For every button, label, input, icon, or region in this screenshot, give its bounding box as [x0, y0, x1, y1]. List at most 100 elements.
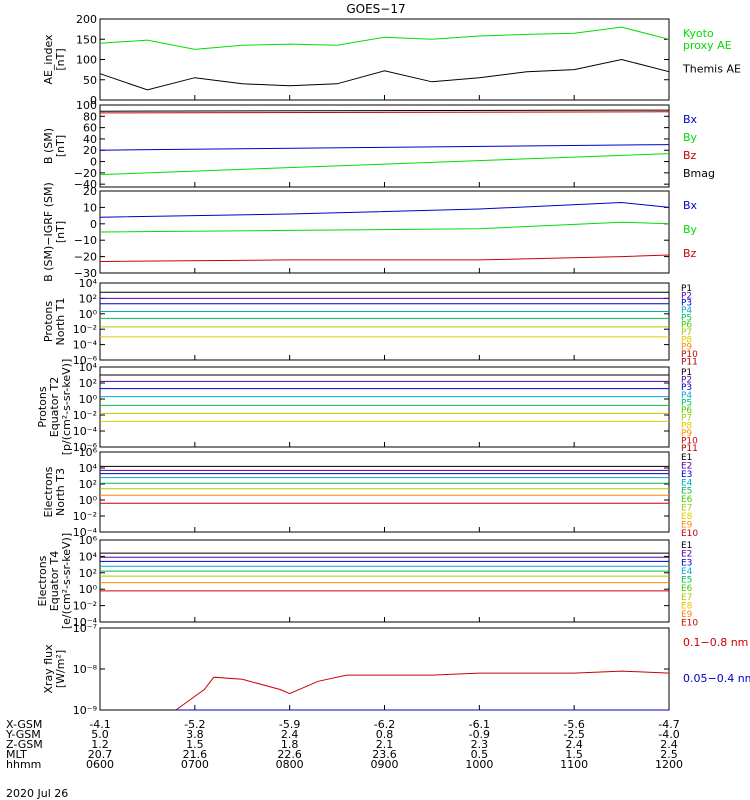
channel-label: P8	[681, 335, 692, 345]
legend-entry: Bz	[683, 247, 697, 260]
y-tick-label: 10⁴	[79, 361, 98, 374]
channel-label: P2	[681, 291, 692, 301]
series-line	[99, 109, 670, 112]
ephemeris-value: -2.5	[563, 728, 584, 741]
legend-entry: By	[683, 131, 698, 144]
ephemeris-value: 1000	[465, 758, 493, 771]
y-axis-label: Electrons	[42, 466, 55, 517]
legend-entry: Kyoto	[683, 27, 714, 40]
y-tick-label: 10²	[79, 377, 97, 390]
y-tick-label: 200	[76, 13, 97, 26]
y-axis-label: Protons	[42, 301, 55, 342]
y-axis-label: Electrons	[36, 555, 49, 606]
channel-label: E3	[681, 558, 692, 568]
channel-label: P5	[681, 313, 692, 323]
y-tick-label: 100	[76, 99, 97, 112]
panel-3: −30 −20 −10 0 10 20 B (SM)−IGRF (SM) [nT] Bx By Bz	[42, 182, 698, 282]
legend-entry: proxy AE	[683, 39, 732, 52]
y-axis-label: B (SM)	[42, 128, 55, 164]
y-axis-label: B (SM)−IGRF (SM)	[42, 182, 55, 282]
y-tick-label: 50	[83, 74, 97, 87]
y-tick-label: 10⁰	[79, 308, 98, 321]
panel-frame	[99, 627, 670, 711]
y-axis-label: [W/m²]	[54, 650, 67, 688]
y-tick-label: 10²	[79, 478, 97, 491]
channel-label: E3	[681, 470, 692, 480]
y-tick-label: −20	[74, 251, 97, 264]
y-tick-label: 10⁻⁷	[73, 622, 97, 635]
y-tick-label: 10⁴	[79, 277, 98, 290]
channel-label: P2	[681, 376, 692, 386]
y-tick-label: 10⁻⁹	[73, 704, 97, 717]
ephemeris-row-label: hhmm	[6, 758, 41, 771]
series-line	[99, 201, 670, 218]
y-axis-label: [e/(cm²-s-sr-keV)]	[60, 533, 73, 629]
ephemeris-value: 1.5	[565, 748, 583, 761]
channel-label: E6	[681, 584, 693, 594]
ephemeris-value: 2.4	[660, 738, 678, 751]
channel-label: P11	[681, 444, 698, 454]
y-tick-label: 10⁰	[79, 494, 98, 507]
ephemeris-value: 2.1	[376, 738, 394, 751]
ephemeris-value: 2.4	[565, 738, 583, 751]
channel-label: P6	[681, 321, 692, 331]
ephemeris-value: -6.1	[469, 718, 490, 731]
channel-label: E4	[681, 478, 693, 488]
ephemeris-row-label: MLT	[6, 748, 27, 761]
channel-label: P7	[681, 414, 692, 424]
y-axis-label: [nT]	[54, 135, 67, 157]
ephemeris-value: 1.2	[91, 738, 109, 751]
channel-label: P8	[681, 421, 692, 431]
ephemeris-value: 0700	[181, 758, 209, 771]
y-tick-label: 40	[83, 133, 97, 146]
ephemeris-row-label: Z-GSM	[6, 738, 43, 751]
y-tick-label: 10	[83, 201, 97, 214]
ephemeris-value: -0.9	[469, 728, 490, 741]
ephemeris-value: 23.6	[372, 748, 397, 761]
ephemeris-value: -5.6	[563, 718, 584, 731]
y-axis-label: Xray flux	[42, 644, 55, 694]
channel-label: E7	[681, 593, 692, 603]
channel-label: E2	[681, 550, 692, 560]
y-tick-label: 10⁰	[79, 393, 98, 406]
ephemeris-value: -4.0	[658, 728, 679, 741]
y-tick-label: −10	[74, 234, 97, 247]
ephemeris-value: -4.7	[658, 718, 679, 731]
y-tick-label: 0	[90, 94, 97, 107]
y-tick-label: 100	[76, 54, 97, 67]
y-tick-label: −40	[74, 178, 97, 191]
channel-label: P6	[681, 406, 692, 416]
y-tick-label: 10⁻⁶	[73, 441, 98, 454]
y-tick-label: 10⁰	[79, 583, 98, 596]
y-tick-label: 10⁻⁴	[73, 425, 98, 438]
panel-8: 10⁻⁷ 10⁻⁸ 10⁻⁹ Xray flux [W/m²] 0.1−0.8 nm 0.0…	[42, 622, 750, 717]
y-tick-label: 10⁴	[79, 462, 98, 475]
ephemeris-value: 0900	[371, 758, 399, 771]
panel-frame	[99, 539, 670, 623]
panel-frame	[99, 282, 670, 361]
channel-label: P5	[681, 398, 692, 408]
panel-7: 10⁶ 10⁴ 10² 10⁰ 10⁻² 10⁻⁴ Electrons Equator T4[…	[36, 533, 698, 629]
channel-label: E10	[681, 619, 698, 629]
channel-label: E6	[681, 495, 693, 505]
y-tick-label: 0	[90, 156, 97, 169]
y-axis-label: Equator T4	[48, 551, 61, 611]
legend-entry: Bz	[683, 149, 697, 162]
ephemeris-value: -6.2	[374, 718, 395, 731]
panel-frame	[99, 451, 670, 533]
ephemeris-value: 5.0	[91, 728, 109, 741]
y-axis-label: [nT]	[54, 221, 67, 243]
y-tick-label: −30	[74, 267, 97, 280]
channel-label: P11	[681, 357, 698, 367]
panel-frame	[99, 366, 670, 448]
panel-frame	[99, 104, 670, 188]
ephemeris-value: 20.7	[88, 748, 113, 761]
panel-frame	[99, 18, 670, 101]
ephemeris-value: 1.5	[186, 738, 204, 751]
channel-label: P4	[681, 306, 692, 316]
ephemeris-value: 2.4	[281, 728, 299, 741]
